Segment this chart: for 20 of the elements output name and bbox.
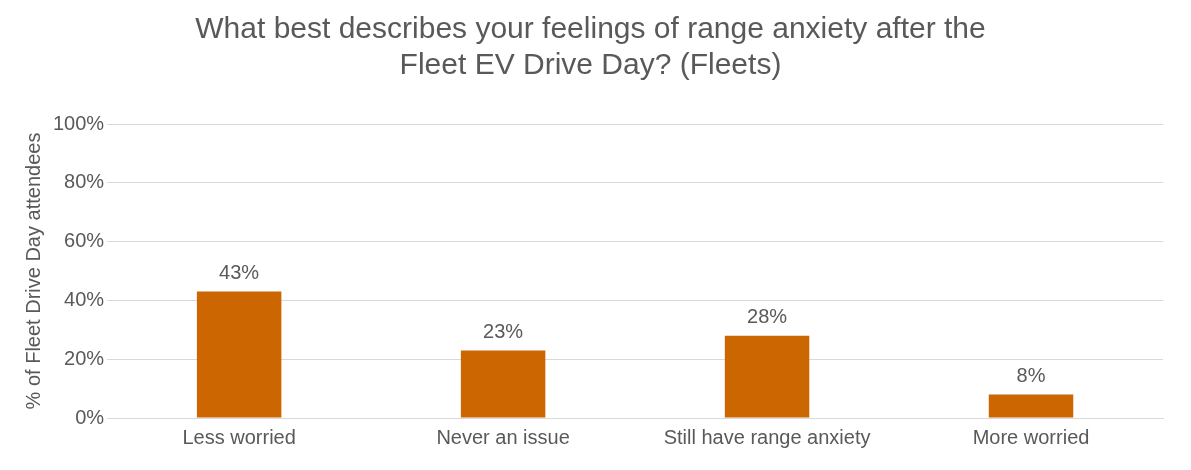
x-tick-label: Never an issue bbox=[436, 425, 570, 448]
data-label: 8% bbox=[1016, 364, 1046, 386]
bar bbox=[460, 350, 546, 418]
x-tick-label: More worried bbox=[972, 425, 1090, 448]
x-tick-label: Still have range anxiety bbox=[663, 425, 871, 448]
data-label: 43% bbox=[219, 261, 260, 284]
y-tick-label: 80% bbox=[64, 170, 105, 193]
data-label: 28% bbox=[747, 305, 788, 328]
y-tick-label: 40% bbox=[64, 287, 105, 310]
bar bbox=[988, 394, 1074, 418]
chart-title: What best describes your feelings of range anxiety after the Fleet EV Drive Day? (Fleets) bbox=[195, 11, 986, 81]
y-tick-label: 20% bbox=[64, 346, 105, 369]
y-tick-label: 100% bbox=[53, 111, 105, 134]
bar bbox=[196, 291, 282, 418]
y-tick-label: 0% bbox=[75, 405, 105, 428]
data-label: 23% bbox=[483, 319, 524, 342]
x-tick-label: Less worried bbox=[182, 425, 296, 448]
y-axis-title: % of Fleet Drive Day attendees bbox=[21, 132, 44, 410]
bar bbox=[724, 335, 810, 418]
y-tick-label: 60% bbox=[64, 229, 105, 252]
